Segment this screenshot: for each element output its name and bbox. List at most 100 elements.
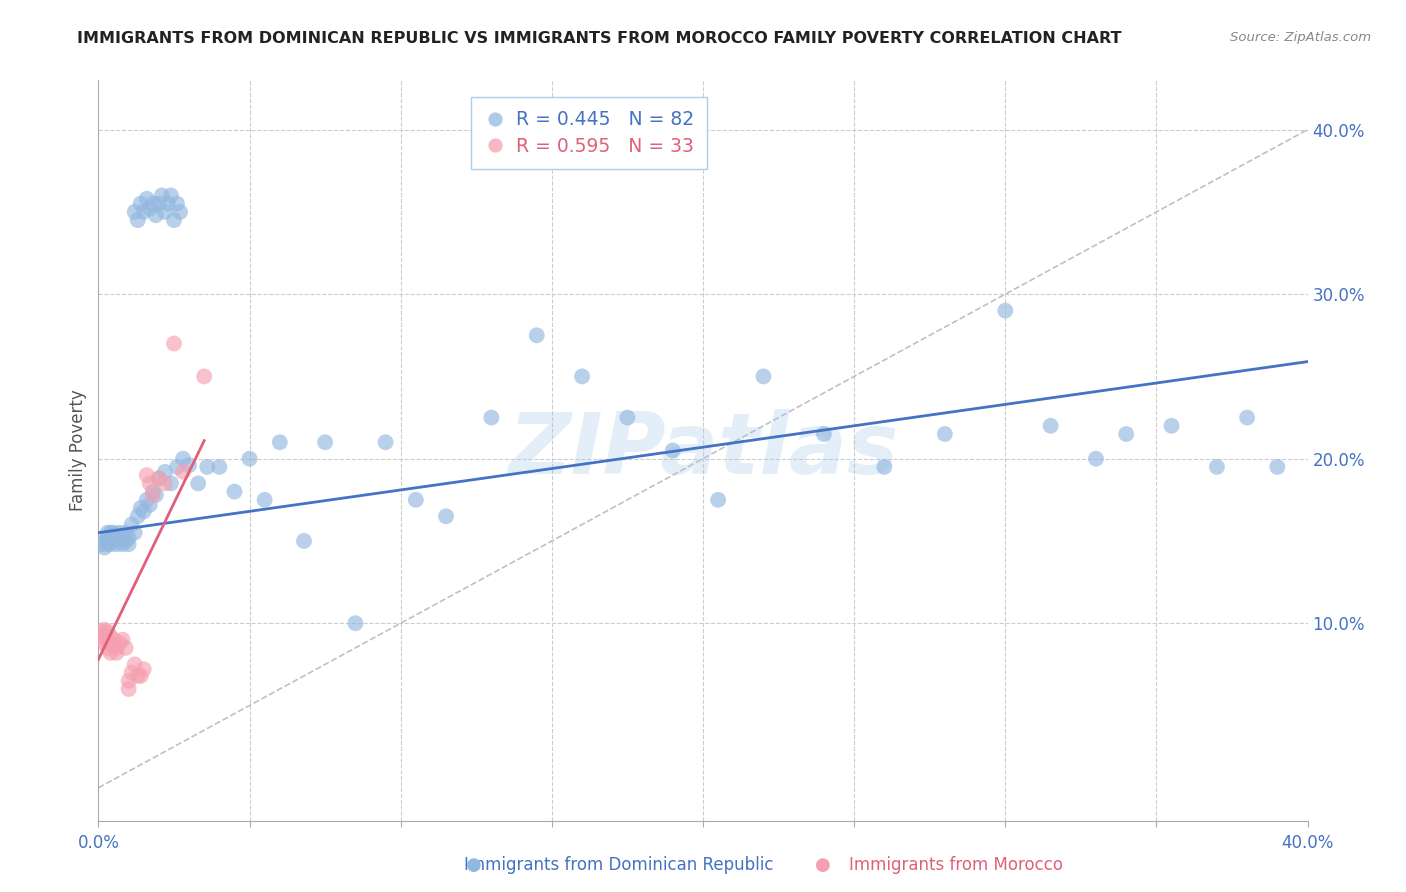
Text: IMMIGRANTS FROM DOMINICAN REPUBLIC VS IMMIGRANTS FROM MOROCCO FAMILY POVERTY COR: IMMIGRANTS FROM DOMINICAN REPUBLIC VS IM… [77, 31, 1122, 46]
Point [127, 669, 149, 683]
Point [187, 476, 209, 491]
Point [114, 533, 136, 548]
Text: 0.0%: 0.0% [77, 834, 120, 852]
Text: Immigrants from Morocco: Immigrants from Morocco [849, 856, 1063, 874]
Point [132, 205, 155, 219]
Point [124, 657, 146, 672]
Point [90, 537, 112, 551]
Point [1267, 459, 1289, 474]
Point [139, 498, 162, 512]
Point [292, 533, 315, 548]
Point [616, 410, 638, 425]
Point [873, 459, 896, 474]
Point [193, 369, 215, 384]
Point [96, 531, 118, 545]
Point [526, 328, 548, 343]
Point [129, 669, 152, 683]
Text: 40.0%: 40.0% [1281, 834, 1334, 852]
Point [111, 531, 134, 545]
Point [114, 640, 136, 655]
Text: ●: ● [814, 856, 831, 874]
Point [179, 458, 201, 473]
Point [103, 632, 125, 647]
Point [90, 624, 112, 639]
Point [124, 525, 146, 540]
Point [118, 537, 141, 551]
Point [163, 213, 186, 227]
Point [105, 646, 128, 660]
Point [150, 188, 173, 202]
Point [139, 202, 162, 216]
Point [374, 435, 396, 450]
Point [142, 196, 165, 211]
Point [405, 492, 427, 507]
Point [153, 476, 176, 491]
Point [994, 303, 1017, 318]
Point [100, 531, 122, 545]
Point [100, 646, 122, 660]
Point [90, 629, 112, 643]
Point [93, 636, 115, 650]
Point [153, 465, 176, 479]
Point [135, 192, 157, 206]
Legend: R = 0.445   N = 82, R = 0.595   N = 33: R = 0.445 N = 82, R = 0.595 N = 33 [471, 97, 707, 169]
Point [1039, 418, 1062, 433]
Point [1115, 427, 1137, 442]
Point [100, 629, 122, 643]
Point [127, 213, 149, 227]
Point [118, 531, 141, 545]
Point [124, 205, 146, 219]
Point [103, 533, 125, 548]
Point [100, 525, 122, 540]
Point [103, 639, 125, 653]
Point [166, 196, 188, 211]
Point [100, 636, 122, 650]
Point [195, 459, 218, 474]
Point [96, 537, 118, 551]
Point [169, 205, 191, 219]
Point [118, 673, 141, 688]
Point [93, 533, 115, 548]
Point [142, 488, 165, 502]
Point [148, 196, 170, 211]
Text: Source: ZipAtlas.com: Source: ZipAtlas.com [1230, 31, 1371, 45]
Point [314, 435, 336, 450]
Point [103, 525, 125, 540]
Text: ZIPatlas: ZIPatlas [508, 409, 898, 492]
Point [1236, 410, 1258, 425]
Point [105, 640, 128, 655]
Point [114, 525, 136, 540]
Point [108, 636, 131, 650]
Point [139, 476, 162, 491]
Point [224, 484, 246, 499]
Point [96, 624, 118, 639]
Point [129, 501, 152, 516]
Point [661, 443, 683, 458]
Point [100, 537, 122, 551]
Point [121, 517, 143, 532]
Point [111, 632, 134, 647]
Point [148, 471, 170, 485]
Point [153, 205, 176, 219]
Point [752, 369, 775, 384]
Point [269, 435, 291, 450]
Point [145, 208, 167, 222]
Point [166, 459, 188, 474]
Point [135, 468, 157, 483]
Point [707, 492, 730, 507]
Point [121, 665, 143, 680]
Point [96, 525, 118, 540]
Point [135, 492, 157, 507]
Point [163, 336, 186, 351]
Point [571, 369, 593, 384]
Text: ●: ● [465, 856, 482, 874]
Point [105, 537, 128, 551]
Point [142, 484, 165, 499]
Point [93, 541, 115, 555]
Point [132, 662, 155, 676]
Point [934, 427, 956, 442]
Point [127, 509, 149, 524]
Point [93, 623, 115, 637]
Point [96, 632, 118, 647]
Text: Immigrants from Dominican Republic: Immigrants from Dominican Republic [464, 856, 773, 874]
